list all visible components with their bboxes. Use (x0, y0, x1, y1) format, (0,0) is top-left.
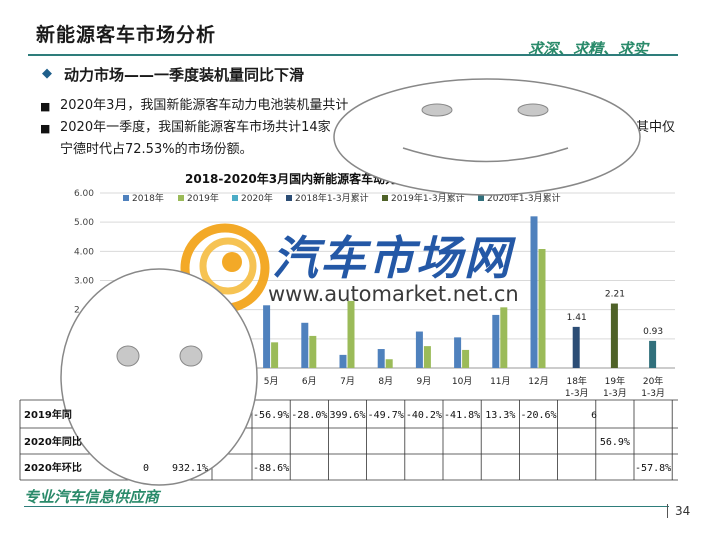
x-tick-label: 11月 (490, 376, 510, 387)
section-title: 动力市场——一季度装机量同比下滑 (64, 66, 305, 84)
bullet-text-2-tail: 其中仅 (636, 120, 676, 135)
table-cell: -56.9% (253, 410, 289, 421)
chart-legend: 2018年 2019年 2020年 2018年1-3月累计 2019年1-3月累计 202… (123, 192, 561, 204)
bar (377, 349, 385, 368)
table-cell: -57.8% (635, 463, 671, 474)
table-cell: -49.7% (368, 410, 404, 421)
table-cell: -40.2% (406, 410, 442, 421)
title-divider (28, 54, 678, 56)
x-tick-label: 12月 (528, 376, 548, 387)
table-cell: -28.0% (291, 410, 327, 421)
legend-swatch (286, 195, 292, 201)
legend-swatch (382, 195, 388, 201)
page-number-divider (667, 504, 668, 518)
bar (309, 335, 317, 368)
footer-tagline: 专业汽车信息供应商 (24, 488, 160, 506)
legend-label: 2019年1-3月累计 (391, 192, 465, 204)
x-tick-label: 7月 (340, 376, 355, 387)
legend-label: 2020年 (241, 192, 273, 204)
bar (492, 314, 500, 368)
watermark-text: 汽车市场网 (272, 231, 512, 285)
data-label: 0.93 (643, 327, 663, 337)
bar (385, 359, 393, 368)
page-number: 34 (675, 504, 691, 518)
bullet-text-3: 宁德时代占72.53%的市场份额。 (60, 142, 253, 157)
table-cell: 56.9% (600, 437, 630, 448)
x-tick-label: 5月 (264, 376, 279, 387)
x-tick-label: 1-3月 (641, 388, 665, 399)
bar (454, 337, 462, 368)
x-tick-label: 6月 (302, 376, 317, 387)
data-label: 1.41 (567, 313, 587, 323)
bar (415, 331, 423, 368)
square-bullet-icon: ■ (40, 100, 51, 113)
bar (462, 349, 470, 368)
watermark-url: www.automarket.net.cn (268, 282, 519, 306)
bar (500, 307, 508, 368)
table-cell: -88.6% (253, 463, 289, 474)
table-cell: 13.3% (485, 410, 515, 421)
data-label: 2.21 (605, 290, 625, 300)
x-tick-label: 10月 (452, 376, 472, 387)
diamond-bullet-icon: ◆ (42, 66, 52, 81)
table-row-label: 2020年同比 (24, 435, 82, 448)
bar (649, 340, 657, 368)
bar (339, 354, 347, 368)
legend-label: 2019年 (187, 192, 219, 204)
square-bullet-icon: ■ (40, 122, 51, 135)
x-tick-label: 1-3月 (603, 388, 627, 399)
table-cell: -41.8% (444, 410, 480, 421)
smiley-face-top (333, 78, 641, 196)
x-tick-label: 8月 (378, 376, 393, 387)
page-title: 新能源客车市场分析 (36, 24, 217, 46)
bullet-text-2: 2020年一季度，我国新能源客车市场共计14家 (60, 120, 331, 135)
y-tick-label: 3.00 (74, 277, 94, 287)
table-cell: 0 (143, 463, 149, 474)
bar (423, 346, 431, 368)
y-tick-label: 6.00 (74, 189, 94, 199)
chart-bars (263, 216, 657, 368)
motto-text: 求深、求精、求实 (528, 40, 649, 58)
bar (301, 322, 309, 368)
table-cell: 932.1% (172, 463, 208, 474)
bar (347, 300, 355, 368)
table-cell: 6 (591, 411, 597, 421)
x-tick-label: 19年 (605, 375, 625, 387)
legend-swatch (123, 195, 129, 201)
legend-swatch (478, 195, 484, 201)
legend-swatch (178, 195, 184, 201)
table-cell: 399.6% (329, 410, 365, 421)
data-labels: 1.41 2.21 0.93 (567, 290, 663, 337)
bar (538, 249, 546, 368)
x-tick-label: 1-3月 (565, 388, 589, 399)
bar (530, 216, 538, 368)
x-tick-label: 20年 (643, 375, 663, 387)
bullet-text-1: 2020年3月，我国新能源客车动力电池装机量共计 (60, 98, 349, 113)
legend-label: 2018年 (132, 192, 164, 204)
bar (572, 326, 580, 368)
footer-divider (24, 506, 669, 507)
legend-swatch (232, 195, 238, 201)
y-tick-label: 4.00 (74, 247, 94, 257)
bar (610, 303, 618, 368)
bar (263, 305, 271, 368)
smiley-face-bottom (60, 268, 258, 486)
x-tick-label: 9月 (417, 376, 432, 387)
table-cell: -20.6% (520, 410, 556, 421)
bar (271, 342, 279, 368)
x-tick-label: 18年 (566, 375, 586, 387)
table-row-label: 2019年同 (24, 408, 72, 421)
table-row-label: 2020年环比 (24, 461, 82, 474)
legend-label: 2018年1-3月累计 (295, 192, 369, 204)
y-tick-label: 5.00 (74, 218, 94, 228)
